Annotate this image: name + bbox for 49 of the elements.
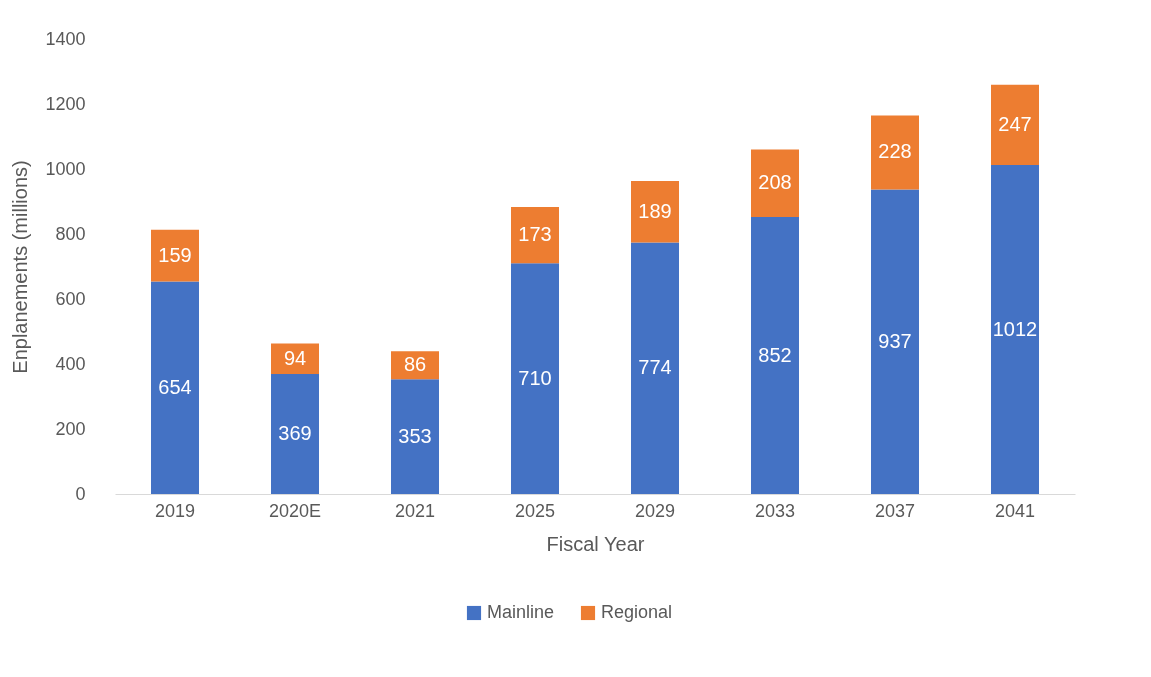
y-tick-label: 800 [55,223,86,244]
data-label: 774 [638,356,672,379]
data-label: 1012 [992,317,1038,340]
x-tick-label: 2029 [634,500,676,521]
data-label: 369 [278,422,312,445]
y-tick-label: 1000 [45,158,86,179]
x-tick-label: 2020E [268,500,322,521]
x-tick-label: 2041 [994,500,1036,521]
data-label: 173 [518,223,552,246]
data-label: 228 [878,140,912,163]
y-tick-label: 200 [55,418,86,439]
y-tick-label: 1400 [45,28,86,49]
data-label: 189 [638,199,672,222]
data-label: 654 [158,375,192,398]
bar [271,374,319,494]
x-tick-label: 2019 [154,500,196,521]
data-label: 208 [758,171,792,194]
x-axis-title: Fiscal Year [546,532,645,555]
bar [391,379,439,494]
y-tick-label: 0 [75,483,86,504]
data-label: 86 [403,353,427,376]
bar [151,281,199,494]
legend-label: Regional [601,602,673,622]
bar [751,217,799,494]
data-label: 710 [518,366,552,389]
legend-label: Mainline [487,602,555,622]
x-tick-label: 2025 [514,500,556,521]
bar [871,189,919,494]
bar [631,181,679,243]
y-tick-label: 1200 [45,93,86,114]
bar [991,165,1039,494]
data-label: 937 [878,329,912,352]
x-tick-label: 2021 [394,500,436,521]
y-tick-label: 600 [55,288,86,309]
bar [751,149,799,218]
data-label: 94 [283,346,307,369]
bar [871,115,919,190]
data-label: 247 [998,112,1032,135]
data-label: 852 [758,343,792,366]
bar [631,242,679,494]
bar [511,207,559,264]
bar [511,263,559,494]
x-tick-label: 2037 [874,500,916,521]
data-label: 353 [398,424,432,447]
bar [991,84,1039,166]
y-tick-label: 400 [55,353,86,374]
x-tick-label: 2033 [754,500,796,521]
y-axis-title: Enplanements (millions) [9,160,32,374]
data-label: 159 [158,243,192,266]
